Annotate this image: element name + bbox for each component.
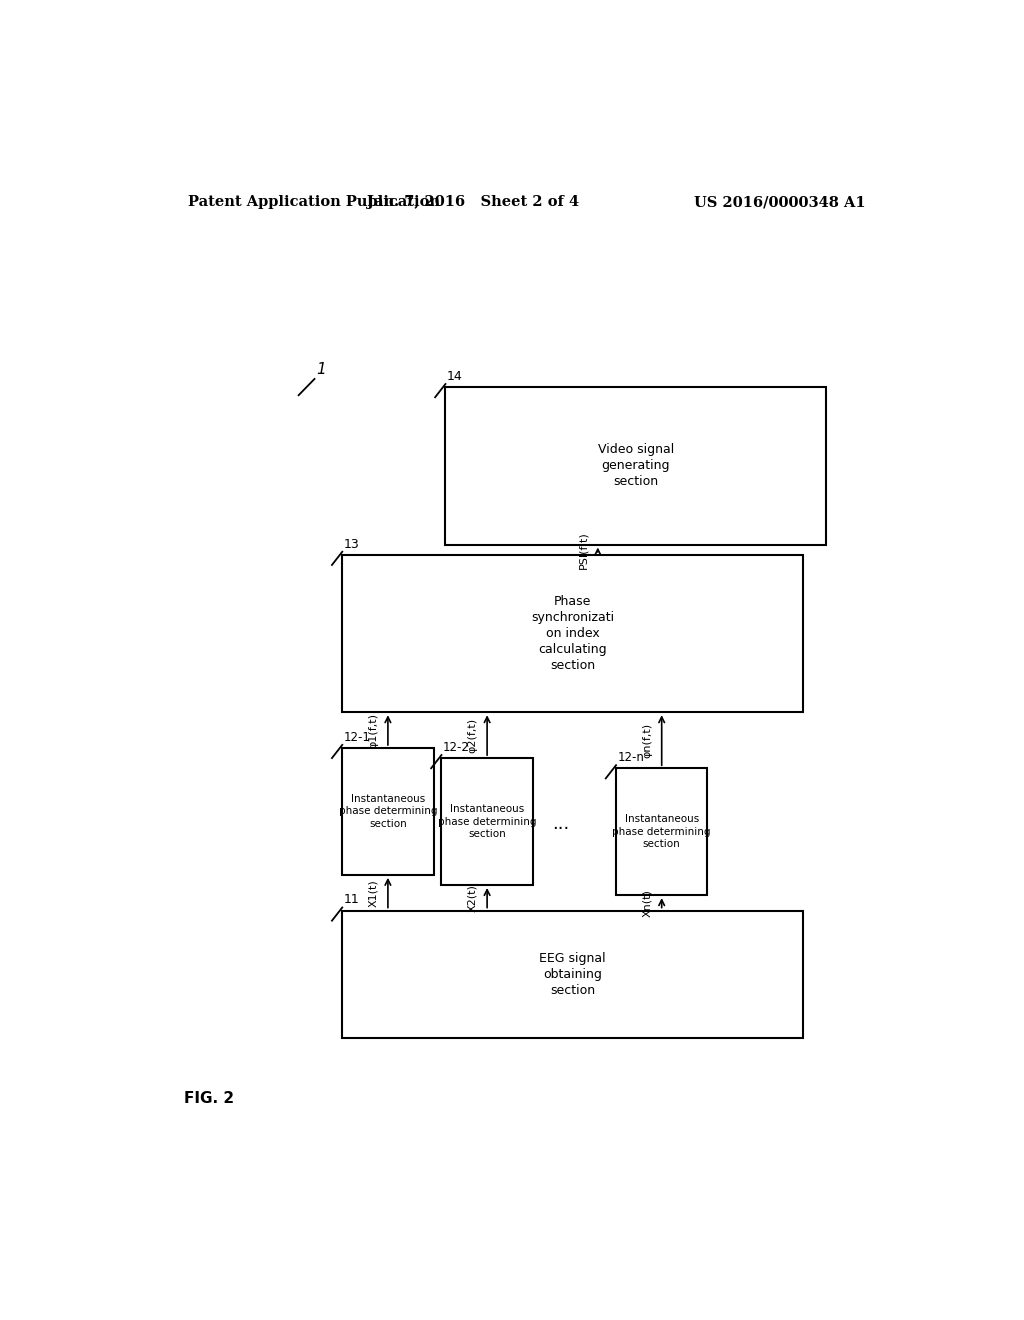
Text: Video signal
generating
section: Video signal generating section xyxy=(598,444,674,488)
Text: φ2(f,t): φ2(f,t) xyxy=(468,718,477,752)
Text: ...: ... xyxy=(552,816,569,833)
Bar xyxy=(342,554,803,713)
Text: 12-n: 12-n xyxy=(617,751,644,764)
Text: Xn(t): Xn(t) xyxy=(642,888,652,917)
Text: 14: 14 xyxy=(447,370,463,383)
Text: EEG signal
obtaining
section: EEG signal obtaining section xyxy=(539,952,606,997)
Text: 12-2: 12-2 xyxy=(443,741,470,754)
Bar xyxy=(342,748,433,875)
Text: φn(f,t): φn(f,t) xyxy=(642,723,652,758)
Text: 13: 13 xyxy=(344,537,359,550)
Bar xyxy=(616,768,708,895)
Text: Instantaneous
phase determining
section: Instantaneous phase determining section xyxy=(438,804,537,840)
Text: 1: 1 xyxy=(316,362,326,378)
Text: Patent Application Publication: Patent Application Publication xyxy=(187,195,439,209)
Bar xyxy=(342,911,803,1038)
Text: Phase
synchronizati
on index
calculating
section: Phase synchronizati on index calculating… xyxy=(530,595,614,672)
Text: φ1(f,t): φ1(f,t) xyxy=(369,713,379,747)
Text: PSI(f,t): PSI(f,t) xyxy=(579,531,588,569)
Bar xyxy=(445,387,826,545)
Text: X1(t): X1(t) xyxy=(369,879,379,907)
Bar xyxy=(441,758,532,886)
Text: 11: 11 xyxy=(344,894,359,907)
Text: US 2016/0000348 A1: US 2016/0000348 A1 xyxy=(694,195,866,209)
Text: Instantaneous
phase determining
section: Instantaneous phase determining section xyxy=(612,814,711,849)
Text: 12-1: 12-1 xyxy=(344,731,371,744)
Text: FIG. 2: FIG. 2 xyxy=(183,1092,233,1106)
Text: Instantaneous
phase determining
section: Instantaneous phase determining section xyxy=(339,795,437,829)
Text: X2(t): X2(t) xyxy=(468,884,477,912)
Text: Jan. 7, 2016   Sheet 2 of 4: Jan. 7, 2016 Sheet 2 of 4 xyxy=(368,195,580,209)
